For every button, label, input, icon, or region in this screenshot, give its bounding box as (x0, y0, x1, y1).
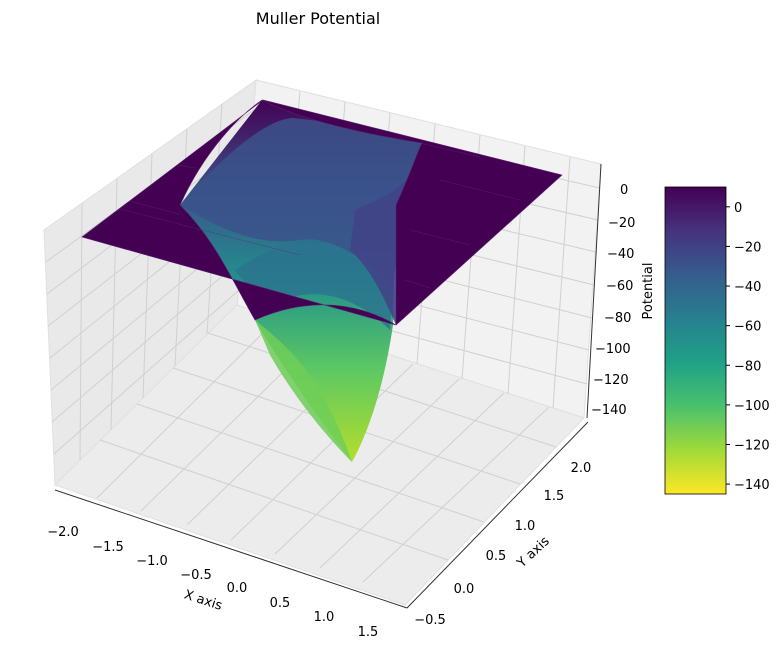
x-tick-label: −1.0 (136, 554, 168, 569)
well-bottom-lobe (255, 320, 352, 462)
y-axis-line (406, 421, 589, 609)
colorbar-tick-label: 0 (734, 201, 742, 216)
colorbar-tick-label: −140 (734, 478, 770, 493)
y-tick-labels: −0.5 0.0 0.5 1.0 1.5 2.0 (414, 461, 591, 628)
well-right-wall (350, 175, 410, 325)
x-tick-label: −0.5 (180, 568, 212, 583)
z-tick-label: −20 (608, 216, 635, 231)
plateau-surface (81, 99, 563, 326)
colorbar: 0 −20 −40 −60 −80 −100 −120 −140 (664, 186, 770, 495)
x-tick-label: −2.0 (47, 525, 79, 540)
y-tick-label: 0.0 (454, 582, 475, 597)
colorbar-tick-label: −80 (734, 359, 761, 374)
y-tick-label: 2.0 (571, 461, 592, 476)
surface-plot (81, 99, 563, 462)
colorbar-ticks: 0 −20 −40 −60 −80 −100 −120 −140 (726, 201, 770, 493)
z-tick-label: −40 (607, 247, 634, 262)
x-axis-line (54, 489, 408, 609)
well-ridge (235, 239, 393, 330)
colorbar-tick-label: −60 (734, 320, 761, 335)
z-tick-label: −100 (595, 342, 631, 357)
z-tick-label: −60 (606, 279, 633, 294)
colorbar-tick-label: −120 (734, 438, 770, 453)
x-tick-labels: −2.0 −1.5 −1.0 −0.5 0.0 0.5 1.0 1.5 (47, 525, 378, 640)
axis-lines (54, 163, 602, 609)
z-tick-label: −140 (591, 403, 627, 418)
colorbar-gradient (664, 186, 727, 495)
x-tick-label: 0.0 (227, 581, 248, 596)
z-tick-label: −120 (593, 373, 629, 388)
colorbar-tick-label: −40 (734, 280, 761, 295)
x-axis-label: X axis (182, 587, 224, 613)
z-axis-label: Potential (641, 263, 656, 320)
x-tick-label: 1.0 (314, 610, 335, 625)
y-tick-label: 0.5 (486, 549, 507, 564)
colorbar-tick-label: −20 (734, 240, 761, 255)
colorbar-tick-label: −100 (734, 399, 770, 414)
y-tick-label: −0.5 (414, 613, 446, 628)
x-tick-label: 0.5 (270, 596, 291, 611)
y-axis-label: Y axis (514, 534, 553, 572)
z-tick-labels: 0 −20 −40 −60 −80 −100 −120 −140 (591, 183, 635, 418)
chart-title: Muller Potential (256, 9, 380, 28)
x-tick-label: −1.5 (92, 540, 124, 555)
z-tick-label: −80 (604, 311, 631, 326)
z-axis-line (586, 163, 602, 419)
x-tick-label: 1.5 (358, 625, 379, 640)
z-tick-label: 0 (620, 183, 628, 198)
y-tick-label: 1.0 (515, 519, 536, 534)
y-tick-label: 1.5 (544, 489, 565, 504)
